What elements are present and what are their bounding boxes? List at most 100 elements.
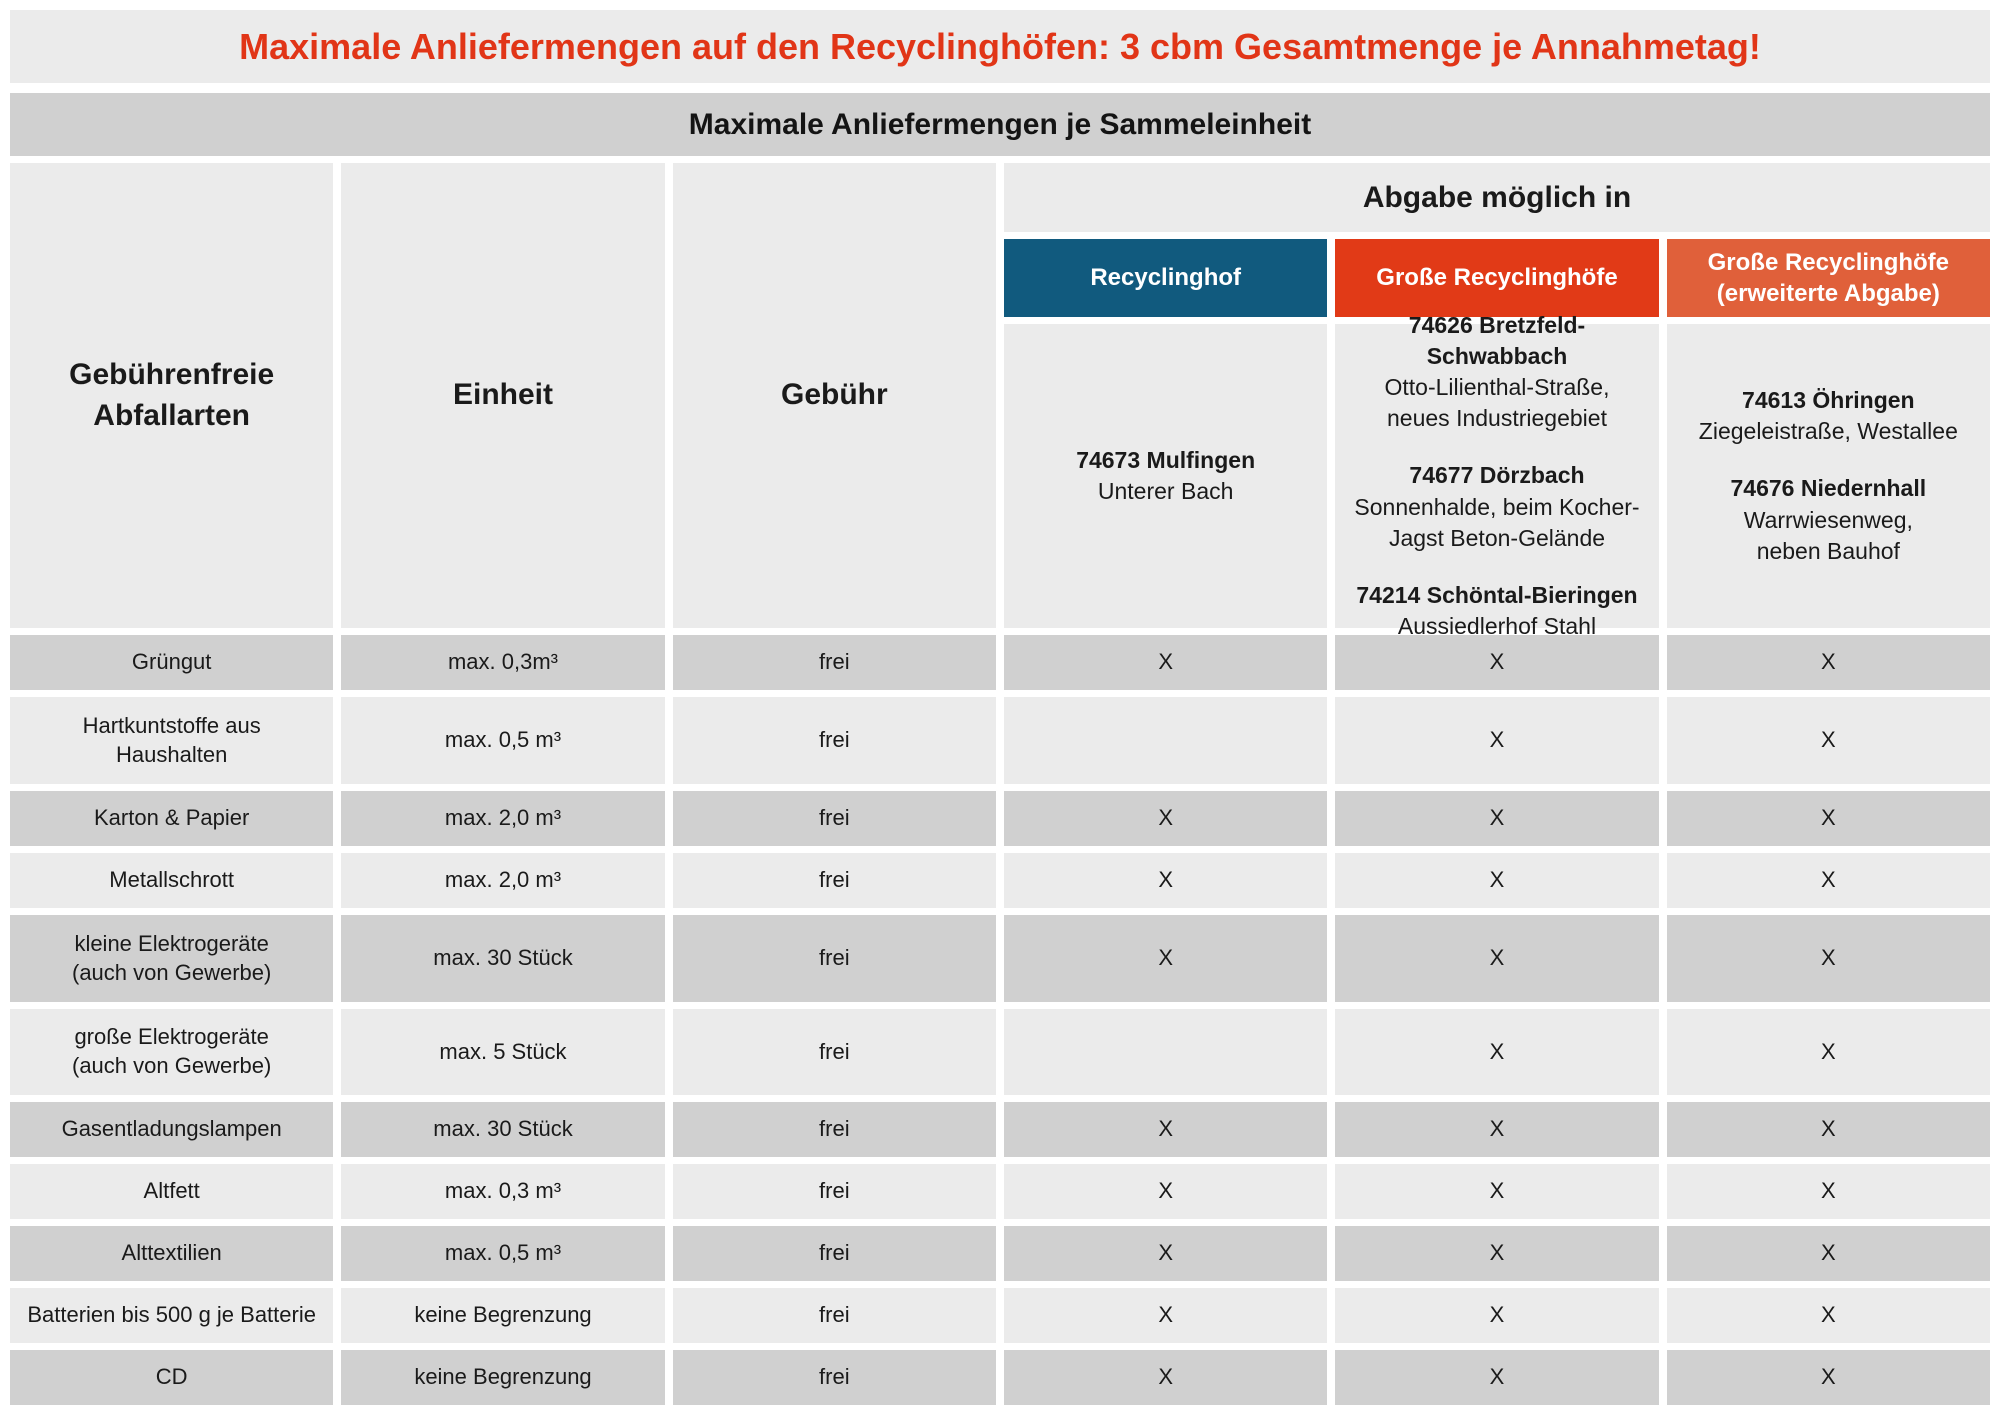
location-address-line: Otto-Lilienthal-Straße, [1384, 374, 1610, 401]
abfallart-cell: Hartkuntstoffe aus Haushalten [10, 697, 334, 784]
location-entry: 74673 Mulfingen Unterer Bach [1076, 445, 1255, 507]
gebuehr-cell: frei [672, 915, 996, 1002]
mark-grosse-recyclinghoefe-erweitert: X [1666, 791, 1990, 846]
gebuehr-cell: frei [672, 1164, 996, 1219]
location-address-line: Ziegeleistraße, Westallee [1698, 418, 1958, 445]
abfallart-cell: Altfett [10, 1164, 334, 1219]
mark-grosse-recyclinghoefe-erweitert: X [1666, 1288, 1990, 1343]
einheit-cell: max. 5 Stück [341, 1009, 665, 1095]
abfallart-cell: Grüngut [10, 635, 334, 690]
mark-grosse-recyclinghoefe-erweitert: X [1666, 1009, 1990, 1095]
gebuehr-cell: frei [672, 1102, 996, 1157]
abfallart-cell: Batterien bis 500 g je Batterie [10, 1288, 334, 1343]
mark-recyclinghof: X [1004, 635, 1328, 690]
mark-grosse-recyclinghoefe-erweitert: X [1666, 635, 1990, 690]
gebuehr-cell: frei [672, 635, 996, 690]
location-address-line: Warrwiesenweg, [1743, 506, 1913, 533]
mark-grosse-recyclinghoefe: X [1335, 791, 1659, 846]
mark-grosse-recyclinghoefe: X [1335, 1102, 1659, 1157]
einheit-cell: max. 0,3m³ [341, 635, 665, 690]
abfallart-cell: Gasentladungslampen [10, 1102, 334, 1157]
mark-grosse-recyclinghoefe: X [1335, 1164, 1659, 1219]
column-header-einheit: Einheit [341, 163, 665, 628]
location-entry: 74676 Niedernhall Warrwiesenweg, neben Bau… [1731, 473, 1927, 566]
location-address-line: neues Industriegebiet [1387, 405, 1607, 432]
gebuehr-cell: frei [672, 1350, 996, 1405]
location-cell-grosse-recyclinghoefe-erweitert: 74613 Öhringen Ziegeleistraße, Westallee 7… [1666, 324, 1990, 628]
abfallart-cell: Karton & Papier [10, 791, 334, 846]
mark-recyclinghof [1004, 1009, 1328, 1095]
einheit-cell: keine Begrenzung [341, 1288, 665, 1343]
abfallart-cell: kleine Elektrogeräte (auch von Gewerbe) [10, 915, 334, 1002]
location-cell-recyclinghof: 74673 Mulfingen Unterer Bach [1004, 324, 1328, 628]
mark-grosse-recyclinghoefe: X [1335, 915, 1659, 1002]
location-entry: 74214 Schöntal-Bieringen Aussiedlerhof St… [1356, 580, 1637, 642]
mark-grosse-recyclinghoefe: X [1335, 1226, 1659, 1281]
page: Maximale Anliefermengen auf den Recyclin… [10, 10, 1990, 1405]
anliefermengen-table: Gebührenfreie Abfallarten Einheit Gebühr… [10, 163, 1990, 1405]
mark-grosse-recyclinghoefe-erweitert: X [1666, 915, 1990, 1002]
location-address-line: Jagst Beton-Gelände [1388, 524, 1606, 551]
einheit-cell: max. 30 Stück [341, 915, 665, 1002]
mark-recyclinghof: X [1004, 1288, 1328, 1343]
location-entry: 74626 Bretzfeld-Schwabbach Otto-Lilientha… [1341, 310, 1652, 434]
mark-grosse-recyclinghoefe-erweitert: X [1666, 1226, 1990, 1281]
einheit-cell: max. 0,3 m³ [341, 1164, 665, 1219]
einheit-cell: keine Begrenzung [341, 1350, 665, 1405]
gebuehr-cell: frei [672, 1288, 996, 1343]
site-type-header-grosse-recyclinghoefe: Große Recyclinghöfe [1335, 239, 1659, 317]
gebuehr-cell: frei [672, 1226, 996, 1281]
mark-grosse-recyclinghoefe: X [1335, 1350, 1659, 1405]
mark-grosse-recyclinghoefe-erweitert: X [1666, 1164, 1990, 1219]
location-address-line: neben Bauhof [1756, 537, 1900, 564]
gebuehr-cell: frei [672, 791, 996, 846]
mark-recyclinghof: X [1004, 1164, 1328, 1219]
location-cell-grosse-recyclinghoefe: 74626 Bretzfeld-Schwabbach Otto-Lilientha… [1335, 312, 1659, 639]
location-name: 74677 Dörzbach [1409, 462, 1585, 489]
site-type-header-recyclinghof: Recyclinghof [1004, 239, 1328, 317]
einheit-cell: max. 2,0 m³ [341, 791, 665, 846]
einheit-cell: max. 2,0 m³ [341, 853, 665, 908]
mark-grosse-recyclinghoefe: X [1335, 853, 1659, 908]
mark-recyclinghof [1004, 697, 1328, 784]
mark-recyclinghof: X [1004, 1350, 1328, 1405]
location-address-line: Sonnenhalde, beim Kocher- [1354, 493, 1640, 520]
table-title: Maximale Anliefermengen je Sammeleinheit [10, 93, 1990, 156]
mark-grosse-recyclinghoefe-erweitert: X [1666, 1102, 1990, 1157]
mark-recyclinghof: X [1004, 915, 1328, 1002]
location-name: 74613 Öhringen [1742, 387, 1915, 414]
location-name: 74214 Schöntal-Bieringen [1356, 581, 1638, 608]
gebuehr-cell: frei [672, 697, 996, 784]
column-header-abgabe-moeglich-in: Abgabe möglich in [1004, 163, 1990, 232]
mark-grosse-recyclinghoefe: X [1335, 697, 1659, 784]
location-entry: 74677 Dörzbach Sonnenhalde, beim Kocher- J… [1354, 460, 1639, 553]
mark-grosse-recyclinghoefe-erweitert: X [1666, 1350, 1990, 1405]
mark-grosse-recyclinghoefe-erweitert: X [1666, 697, 1990, 784]
column-header-gebuehr: Gebühr [672, 163, 996, 628]
location-name: 74676 Niedernhall [1730, 475, 1927, 502]
abfallart-cell: große Elektrogeräte (auch von Gewerbe) [10, 1009, 334, 1095]
abfallart-cell: Alttextilien [10, 1226, 334, 1281]
location-entry: 74613 Öhringen Ziegeleistraße, Westallee [1699, 385, 1958, 447]
einheit-cell: max. 0,5 m³ [341, 1226, 665, 1281]
mark-recyclinghof: X [1004, 1102, 1328, 1157]
mark-grosse-recyclinghoefe-erweitert: X [1666, 853, 1990, 908]
mark-recyclinghof: X [1004, 853, 1328, 908]
gebuehr-cell: frei [672, 1009, 996, 1095]
site-type-header-grosse-recyclinghoefe-erweitert: Große Recyclinghöfe (erweiterte Abgabe) [1666, 239, 1990, 317]
location-name: 74673 Mulfingen [1076, 446, 1256, 473]
mark-grosse-recyclinghoefe: X [1335, 1288, 1659, 1343]
mark-grosse-recyclinghoefe: X [1335, 635, 1659, 690]
mark-grosse-recyclinghoefe: X [1335, 1009, 1659, 1095]
einheit-cell: max. 30 Stück [341, 1102, 665, 1157]
mark-recyclinghof: X [1004, 1226, 1328, 1281]
location-address-line: Aussiedlerhof Stahl [1397, 612, 1597, 639]
column-header-abfallarten: Gebührenfreie Abfallarten [10, 163, 334, 628]
abfallart-cell: Metallschrott [10, 853, 334, 908]
location-address-line: Unterer Bach [1097, 478, 1234, 504]
mark-recyclinghof: X [1004, 791, 1328, 846]
location-name: 74626 Bretzfeld-Schwabbach [1408, 312, 1586, 370]
einheit-cell: max. 0,5 m³ [341, 697, 665, 784]
page-title: Maximale Anliefermengen auf den Recyclin… [10, 10, 1990, 83]
gebuehr-cell: frei [672, 853, 996, 908]
